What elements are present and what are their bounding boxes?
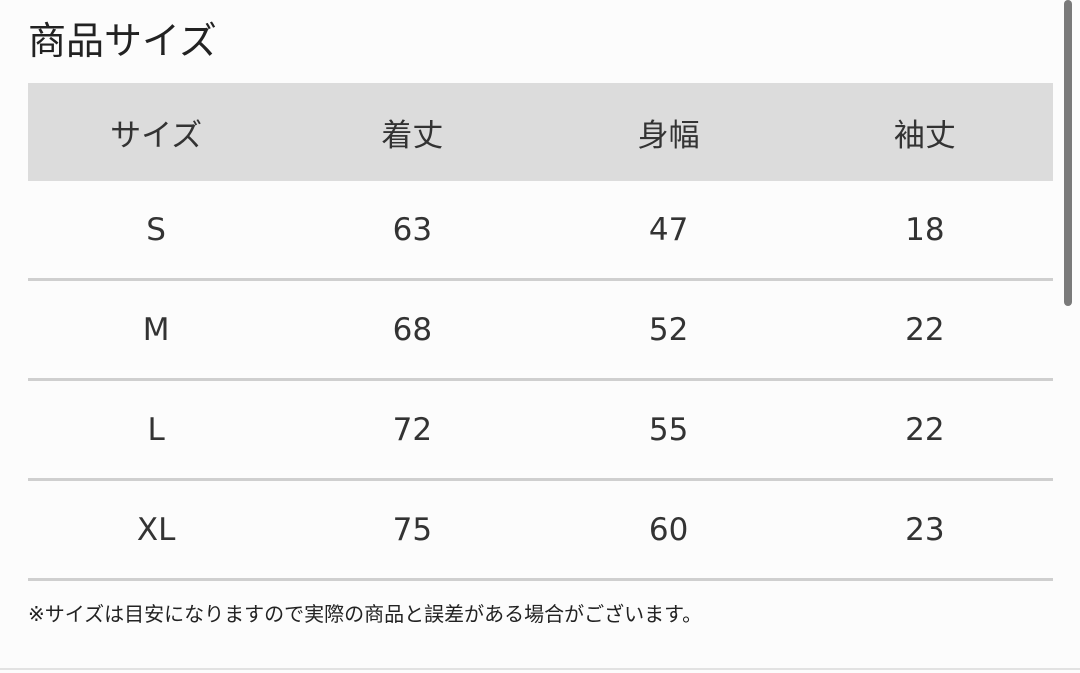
cell-size: XL [136,511,176,548]
table-header: サイズ 着丈 身幅 袖丈 [28,83,1053,181]
cell-length: 72 [392,411,433,448]
cell-size: M [142,311,170,348]
cell-length: 63 [392,211,433,248]
header-width: 身幅 [637,117,700,154]
table-row: S 63 47 18 [28,181,1053,281]
cell-sleeve: 22 [905,311,945,348]
size-table: サイズ 着丈 身幅 袖丈 S 63 47 18 M 68 52 22 L 72 … [28,83,1053,581]
table-row: L 72 55 22 [28,381,1053,481]
size-note: ※サイズは目安になりますので実際の商品と誤差がある場合がございます。 [28,602,703,626]
cell-length: 75 [392,511,433,548]
cell-sleeve: 18 [905,211,945,248]
cell-sleeve: 23 [905,511,945,548]
header-length: 着丈 [381,117,444,154]
scrollbar[interactable] [1064,0,1072,306]
cell-sleeve: 22 [905,411,945,448]
header-sleeve: 袖丈 [893,117,956,154]
cell-width: 55 [648,411,689,448]
cell-width: 52 [648,311,689,348]
cell-width: 47 [648,211,689,248]
header-size: サイズ [110,117,203,154]
table-row: XL 75 60 23 [28,481,1053,581]
page-title: 商品サイズ [28,19,217,63]
divider [0,668,1080,670]
cell-length: 68 [392,311,433,348]
cell-size: L [147,411,165,448]
cell-width: 60 [648,511,689,548]
table-row: M 68 52 22 [28,281,1053,381]
cell-size: S [146,211,166,248]
